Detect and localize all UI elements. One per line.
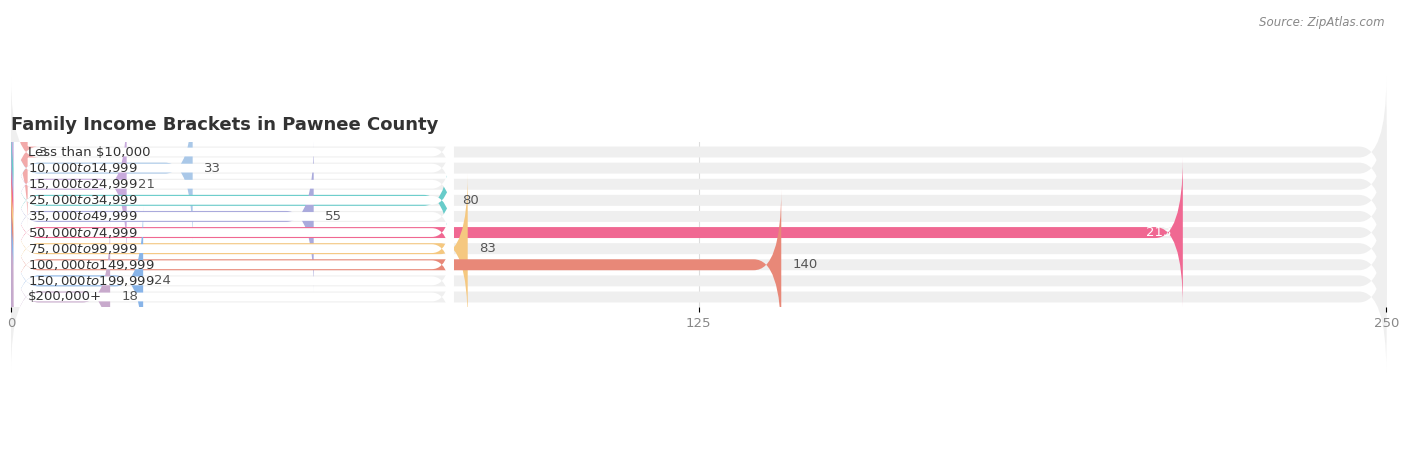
Text: $15,000 to $24,999: $15,000 to $24,999 xyxy=(28,177,138,191)
Text: $25,000 to $34,999: $25,000 to $34,999 xyxy=(28,194,138,207)
Text: Source: ZipAtlas.com: Source: ZipAtlas.com xyxy=(1260,16,1385,29)
Text: $75,000 to $99,999: $75,000 to $99,999 xyxy=(28,242,138,255)
Text: 55: 55 xyxy=(325,210,342,223)
FancyBboxPatch shape xyxy=(14,156,454,277)
FancyBboxPatch shape xyxy=(11,190,1386,340)
FancyBboxPatch shape xyxy=(14,237,454,357)
Text: $35,000 to $49,999: $35,000 to $49,999 xyxy=(28,209,138,224)
Text: 18: 18 xyxy=(121,291,138,304)
FancyBboxPatch shape xyxy=(14,189,454,309)
Text: Family Income Brackets in Pawnee County: Family Income Brackets in Pawnee County xyxy=(11,116,439,134)
FancyBboxPatch shape xyxy=(11,158,1386,308)
Text: 21: 21 xyxy=(138,178,155,191)
Text: 33: 33 xyxy=(204,162,221,175)
FancyBboxPatch shape xyxy=(11,222,110,372)
FancyBboxPatch shape xyxy=(11,93,193,243)
FancyBboxPatch shape xyxy=(0,77,38,227)
Text: $10,000 to $14,999: $10,000 to $14,999 xyxy=(28,161,138,175)
Text: 213: 213 xyxy=(1146,226,1171,239)
FancyBboxPatch shape xyxy=(11,141,1386,291)
Text: 24: 24 xyxy=(155,274,172,287)
Text: Less than $10,000: Less than $10,000 xyxy=(28,145,150,158)
FancyBboxPatch shape xyxy=(11,190,782,340)
FancyBboxPatch shape xyxy=(11,174,468,324)
Text: 140: 140 xyxy=(792,258,817,271)
Text: $200,000+: $200,000+ xyxy=(28,291,101,304)
FancyBboxPatch shape xyxy=(11,174,1386,324)
FancyBboxPatch shape xyxy=(14,108,454,228)
Text: 83: 83 xyxy=(478,242,495,255)
FancyBboxPatch shape xyxy=(11,222,1386,372)
FancyBboxPatch shape xyxy=(11,125,451,275)
FancyBboxPatch shape xyxy=(14,172,454,293)
FancyBboxPatch shape xyxy=(11,141,314,291)
FancyBboxPatch shape xyxy=(11,125,1386,275)
FancyBboxPatch shape xyxy=(14,92,454,212)
FancyBboxPatch shape xyxy=(11,158,1182,308)
FancyBboxPatch shape xyxy=(14,140,454,260)
FancyBboxPatch shape xyxy=(14,124,454,244)
FancyBboxPatch shape xyxy=(11,109,127,259)
Text: $150,000 to $199,999: $150,000 to $199,999 xyxy=(28,274,155,288)
FancyBboxPatch shape xyxy=(11,109,1386,259)
Text: 3: 3 xyxy=(38,145,48,158)
FancyBboxPatch shape xyxy=(14,221,454,341)
FancyBboxPatch shape xyxy=(11,93,1386,243)
Text: 80: 80 xyxy=(463,194,479,207)
FancyBboxPatch shape xyxy=(14,205,454,325)
Text: $100,000 to $149,999: $100,000 to $149,999 xyxy=(28,258,155,272)
FancyBboxPatch shape xyxy=(11,206,143,356)
Text: $50,000 to $74,999: $50,000 to $74,999 xyxy=(28,225,138,240)
FancyBboxPatch shape xyxy=(11,206,1386,356)
FancyBboxPatch shape xyxy=(11,77,1386,227)
